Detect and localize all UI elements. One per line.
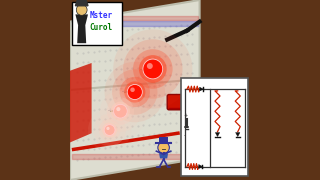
- Circle shape: [100, 91, 141, 132]
- Polygon shape: [159, 153, 168, 158]
- Circle shape: [123, 39, 182, 99]
- Bar: [181, 78, 248, 176]
- Polygon shape: [200, 87, 203, 91]
- Polygon shape: [199, 165, 202, 168]
- Circle shape: [116, 107, 120, 111]
- Circle shape: [111, 102, 130, 121]
- Circle shape: [93, 114, 126, 146]
- Circle shape: [147, 63, 153, 69]
- Text: Curol: Curol: [90, 23, 113, 32]
- Circle shape: [102, 122, 117, 138]
- Bar: [159, 137, 168, 143]
- Polygon shape: [70, 0, 200, 180]
- Circle shape: [127, 84, 142, 100]
- Circle shape: [105, 62, 165, 122]
- Circle shape: [107, 98, 134, 125]
- FancyBboxPatch shape: [167, 94, 192, 110]
- Circle shape: [158, 142, 169, 153]
- Circle shape: [124, 81, 145, 103]
- Polygon shape: [76, 0, 88, 6]
- Circle shape: [113, 29, 192, 109]
- Bar: [72, 2, 122, 45]
- Circle shape: [112, 69, 157, 115]
- Text: +: +: [183, 113, 188, 118]
- Circle shape: [93, 84, 148, 139]
- Circle shape: [106, 127, 110, 130]
- Circle shape: [104, 125, 115, 135]
- Circle shape: [130, 87, 135, 92]
- Circle shape: [76, 4, 87, 15]
- Text: -: -: [183, 133, 185, 138]
- Circle shape: [133, 49, 172, 89]
- Polygon shape: [236, 132, 240, 136]
- Polygon shape: [76, 14, 88, 43]
- Polygon shape: [67, 63, 92, 144]
- Circle shape: [114, 104, 127, 118]
- Circle shape: [99, 119, 120, 141]
- Polygon shape: [215, 132, 220, 136]
- Text: Mster: Mster: [90, 11, 113, 20]
- Circle shape: [120, 77, 150, 107]
- Circle shape: [139, 55, 167, 83]
- Circle shape: [143, 59, 163, 79]
- Circle shape: [88, 108, 131, 152]
